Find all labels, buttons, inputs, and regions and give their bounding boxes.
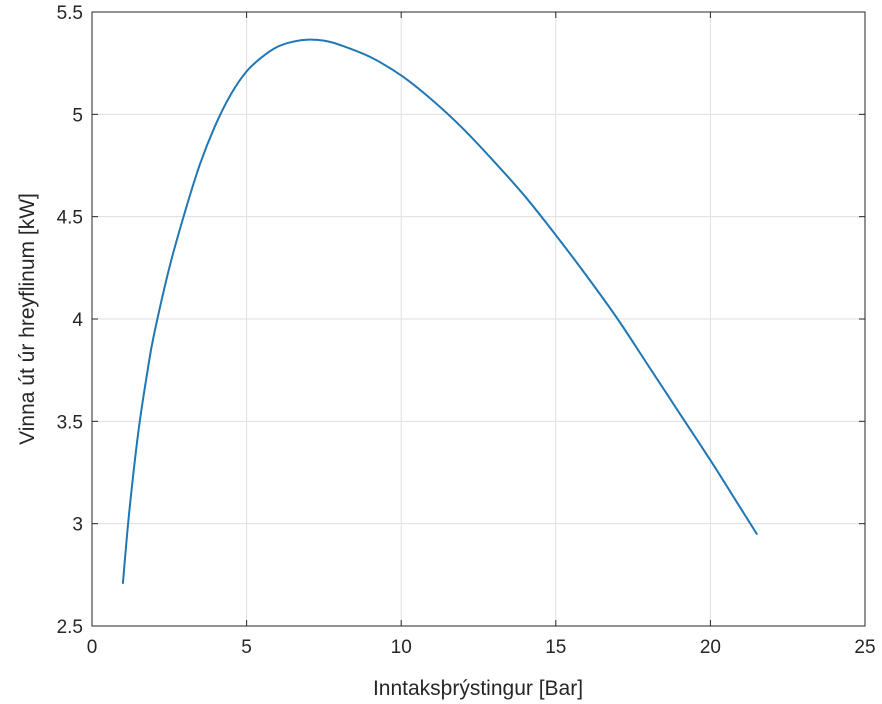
axis-ticks: 0 5 10 15 20 25 2.5 3 3.5 4 4.5 5 5.5 (57, 3, 876, 658)
x-tick-label: 20 (700, 637, 721, 658)
y-tick-label: 4.5 (57, 208, 83, 229)
y-tick-label: 5.5 (57, 3, 83, 24)
series-line (121, 38, 758, 585)
x-tick-label: 0 (87, 637, 98, 658)
x-axis-title: Inntaksþrýstingur [Bar] (373, 677, 583, 700)
y-tick-label: 3.5 (57, 412, 83, 433)
x-tick-label: 25 (854, 637, 875, 658)
series-layer (121, 38, 758, 585)
y-tick-label: 3 (72, 515, 83, 536)
y-tick-label: 4 (72, 310, 83, 331)
y-tick-label: 5 (72, 105, 83, 126)
y-axis-title: Vinna út úr hreyflinum [kW] (16, 193, 39, 445)
x-tick-label: 15 (545, 637, 566, 658)
x-tick-label: 5 (241, 637, 252, 658)
x-tick-label: 10 (391, 637, 412, 658)
y-tick-label: 2.5 (57, 617, 83, 638)
